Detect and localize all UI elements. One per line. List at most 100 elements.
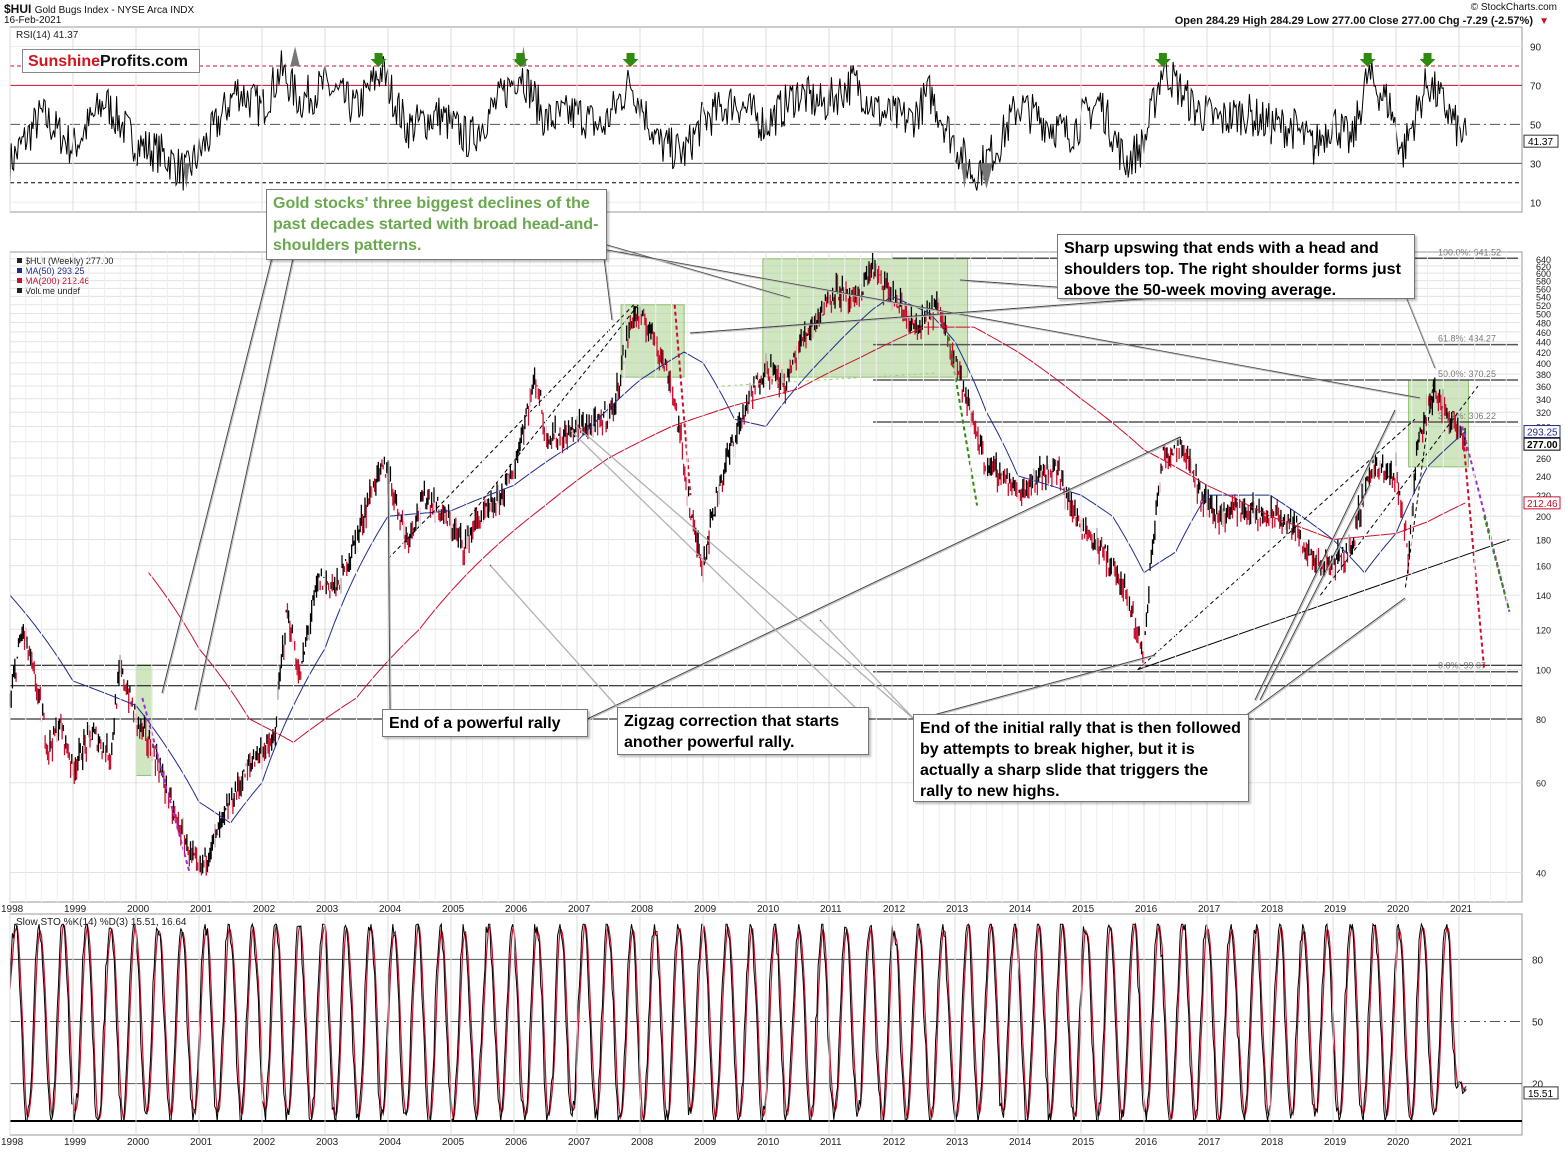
rsi-extreme-fill [290, 46, 300, 66]
fibonacci-label: 38.2%: 306.22 [1438, 411, 1496, 421]
chart-header-title: $HUI Gold Bugs Index - NYSE Arca INDX [4, 2, 194, 16]
x-tick-label: 2013 [946, 904, 969, 915]
annotation-pointer-shadow [162, 226, 282, 695]
x-tick-label: 2001 [190, 904, 213, 915]
price-tick-label: 520 [1536, 301, 1551, 311]
price-tick-label: 600 [1536, 269, 1551, 279]
rsi-last-box [1523, 134, 1559, 148]
axes: 1998 1998 1999 1999 2000 2000 2001 2001 2002 2002… [1, 27, 1507, 1148]
price-tick-label: 500 [1536, 309, 1551, 319]
fibonacci-label: 0.0%: 99.07 [1438, 661, 1486, 671]
x-tick-label: 2017 [1198, 1137, 1221, 1148]
rsi-title: RSI(14) 41.37 [16, 30, 79, 41]
annotation-pointer-shadow [1260, 484, 1372, 702]
trend-line [387, 304, 635, 560]
price-tick-label: 640 [1536, 255, 1551, 265]
x-tick-label: 2006 [505, 1137, 528, 1148]
down-triangle-icon: ▼ [1539, 16, 1549, 27]
annotation-pointer-shadow [607, 245, 792, 300]
trend-line [1320, 385, 1479, 596]
annotation-pointer-line [194, 225, 301, 711]
rsi-line [9, 50, 1467, 191]
annotation-pointers [161, 225, 1437, 722]
annotation-pointer-shadow [490, 565, 622, 712]
annotation-pointer-shadow [915, 655, 1157, 722]
sto-tick-label: 20 [1532, 1080, 1544, 1091]
price-last-box [1523, 496, 1561, 510]
price-last-box [1523, 425, 1561, 439]
x-tick-label: 2017 [1198, 904, 1221, 915]
down-arrow-icon [1154, 53, 1171, 67]
fibonacci-label: 61.8%: 434.27 [1438, 334, 1496, 344]
symbol: $HUI [4, 2, 32, 16]
x-tick-label: 2019 [1324, 904, 1347, 915]
legend-entry: $HUI (Weekly) 277.00 [25, 256, 113, 266]
price-tick-label: 400 [1536, 359, 1551, 369]
annotation-initial-rally-end: End of the initial rally that is then fo… [913, 714, 1249, 802]
annotation-pointer-line [606, 249, 1421, 399]
price-tick-label: 620 [1536, 262, 1551, 272]
annotation-pointer-shadow [603, 250, 614, 322]
symbol-name: Gold Bugs Index - NYSE Arca INDX [34, 5, 195, 16]
price-last-box [1523, 437, 1561, 451]
annotation-end-of-rally: End of a powerful rally [382, 709, 588, 737]
annotation-pointer-line [689, 295, 1181, 334]
legend-swatch [17, 268, 22, 273]
sto-tick-label: 50 [1532, 1018, 1544, 1029]
x-tick-label: 2019 [1324, 1137, 1347, 1148]
x-tick-label: 1998 [1, 1137, 24, 1148]
annotation-pointer-line [1244, 597, 1406, 717]
rsi-last-label: 41.37 [1528, 137, 1553, 148]
price-panel: 4060801001201401601802002202402602803003… [9, 247, 1561, 903]
projected-decline-line [1461, 426, 1486, 670]
annotation-pointer-shadow [1255, 410, 1397, 702]
projected-decline-line [673, 304, 692, 496]
legend-entry: MA(50) 293.25 [25, 266, 85, 276]
x-tick-label: 2012 [883, 904, 906, 915]
trend-line [1137, 418, 1416, 671]
annotation-pointer-shadow [195, 226, 302, 712]
x-tick-label: 2014 [1009, 904, 1032, 915]
price-tick-label: 540 [1536, 292, 1551, 302]
x-tick-label: 2021 [1450, 904, 1473, 915]
price-tick-label: 580 [1536, 277, 1551, 287]
x-tick-label: 2012 [883, 1137, 906, 1148]
price-tick-label: 200 [1536, 512, 1551, 522]
annotation-pointer-shadow [1245, 598, 1407, 718]
price-tick-label: 320 [1536, 408, 1551, 418]
sunshine-profits-logo: SunshineProfits.com [22, 49, 200, 73]
sto-k-line [9, 922, 1467, 1123]
price-tick-label: 40 [1536, 868, 1546, 878]
x-tick-label: 2016 [1135, 1137, 1158, 1148]
annotation-pointer-line [387, 459, 391, 711]
x-tick-label: 2018 [1261, 904, 1284, 915]
x-tick-label: 2003 [316, 904, 339, 915]
x-tick-label: 2000 [127, 1137, 150, 1148]
price-last-label: 212.46 [1527, 499, 1558, 510]
fibonacci-label: 50.0%: 370.25 [1438, 369, 1496, 379]
price-tick-label: 260 [1536, 454, 1551, 464]
logo-part-1: Sunshine [28, 53, 101, 70]
annotation-pointer-line [602, 249, 613, 321]
projected-decline-line [1461, 426, 1511, 612]
x-tick-label: 2007 [568, 904, 591, 915]
rsi-extreme-fill [961, 163, 968, 189]
annotation-sharp-upswing: Sharp upswing that ends with a head and … [1057, 234, 1415, 299]
price-tick-label: 240 [1536, 472, 1551, 482]
x-tick-label: 2004 [379, 904, 402, 915]
annotation-pointer-line [161, 225, 281, 694]
ma200-line [148, 326, 1466, 744]
x-tick-label: 2020 [1387, 1137, 1410, 1148]
price-tick-label: 140 [1536, 591, 1551, 601]
x-tick-label: 1998 [1, 904, 24, 915]
x-tick-label: 2006 [505, 904, 528, 915]
projected-decline-line [947, 336, 979, 506]
legend-swatch [17, 278, 22, 283]
x-tick-label: 2004 [379, 1137, 402, 1148]
price-tick-label: 440 [1536, 338, 1551, 348]
legend-swatch [17, 288, 22, 293]
x-tick-label: 2007 [568, 1137, 591, 1148]
annotation-pointer-shadow [575, 425, 917, 722]
rsi-extreme-fill [980, 163, 993, 189]
